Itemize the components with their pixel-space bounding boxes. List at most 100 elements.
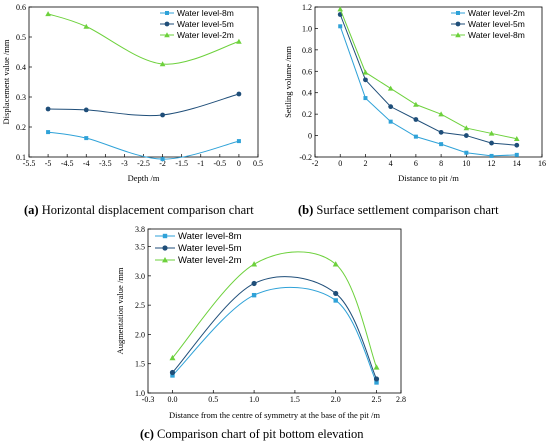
caption-c-text: Comparison chart of pit bottom elevation bbox=[154, 427, 364, 441]
data-point-series-3 bbox=[438, 111, 444, 117]
y-tick-label: 3.0 bbox=[135, 272, 145, 281]
y-tick-label: 0.6 bbox=[16, 3, 26, 12]
legend-marker bbox=[162, 233, 168, 239]
series-line-1 bbox=[48, 131, 240, 160]
legend-label: Water level-5m bbox=[177, 19, 234, 29]
data-point-series-3 bbox=[236, 38, 242, 44]
x-tick-label: -2 bbox=[159, 159, 166, 168]
chart-surface-settlement: -2 0 2 4 6 8 10 12 14 16 -0.2 0 0.2 0.4 0.6 0.8 1.0 1.2 Di… bbox=[283, 3, 546, 183]
caption-a-letter: (a) bbox=[24, 203, 39, 217]
data-point-series-2 bbox=[169, 369, 176, 376]
data-point-series-3 bbox=[251, 261, 258, 267]
data-point-series-3 bbox=[463, 125, 470, 131]
y-tick-label: 1.5 bbox=[135, 360, 145, 369]
data-point-series-1 bbox=[388, 119, 393, 124]
x-tick-label: 2 bbox=[363, 159, 367, 168]
legend-marker bbox=[164, 32, 170, 38]
plot-frame bbox=[314, 6, 543, 158]
data-point-series-1 bbox=[338, 24, 343, 29]
legend-marker bbox=[162, 245, 168, 251]
x-tick-label: 2.0 bbox=[331, 395, 341, 404]
legend-marker bbox=[164, 21, 170, 27]
data-point-series-3 bbox=[332, 261, 339, 267]
x-tick-label: -3.5 bbox=[99, 159, 112, 168]
caption-b-text: Surface settlement comparison chart bbox=[313, 203, 499, 217]
y-axis-label: Displacement value /mm bbox=[1, 39, 11, 124]
data-point-series-1 bbox=[46, 130, 51, 135]
x-tick-label: 0 bbox=[237, 159, 241, 168]
data-point-series-3 bbox=[373, 364, 380, 370]
y-tick-label: 0.4 bbox=[16, 63, 26, 72]
x-tick-label: -0.5 bbox=[213, 159, 226, 168]
x-tick-label: -5 bbox=[45, 159, 52, 168]
y-tick-label: 2.5 bbox=[135, 301, 145, 310]
chart-pit-bottom-elevation: -0.3 0.0 0.5 1.0 1.5 2.0 2.5 2.8 1.0 1.5 2.0 2.5 3.0… bbox=[115, 225, 406, 420]
x-tick-label: 0.5 bbox=[208, 395, 218, 404]
data-point-series-1 bbox=[489, 153, 494, 158]
y-tick-label: 0.1 bbox=[16, 153, 26, 162]
data-point-series-1 bbox=[464, 150, 469, 155]
data-point-series-2 bbox=[489, 140, 494, 146]
data-point-series-2 bbox=[333, 290, 339, 297]
data-point-series-2 bbox=[45, 106, 51, 112]
caption-b: (b) Surface settlement comparison chart bbox=[298, 203, 499, 217]
x-tick-label: -4 bbox=[83, 159, 90, 168]
data-point-series-1 bbox=[439, 142, 444, 147]
caption-c: (c) Comparison chart of pit bottom eleva… bbox=[140, 427, 364, 441]
x-tick-label: 0.0 bbox=[167, 395, 177, 404]
y-tick-label: 1.0 bbox=[135, 389, 145, 398]
data-point-series-2 bbox=[413, 117, 419, 122]
series-line-2 bbox=[48, 93, 240, 117]
y-tick-label: 3.5 bbox=[135, 243, 145, 252]
series-line-3 bbox=[172, 251, 377, 368]
x-tick-label: -4.5 bbox=[61, 159, 74, 168]
data-point-series-3 bbox=[362, 69, 369, 75]
data-point-series-2 bbox=[388, 104, 394, 110]
series-line-3 bbox=[47, 13, 240, 65]
legend-marker bbox=[456, 11, 460, 15]
data-point-series-2 bbox=[438, 129, 444, 135]
y-tick-label: 1.0 bbox=[302, 24, 312, 33]
x-axis-label: Depth /m bbox=[128, 173, 160, 183]
data-point-series-1 bbox=[374, 380, 379, 385]
x-tick-label: 4 bbox=[389, 159, 393, 168]
caption-a-text: Horizontal displacement comparison chart bbox=[39, 203, 255, 217]
data-point-series-3 bbox=[45, 11, 51, 17]
legend-label: Water level-2m bbox=[178, 255, 242, 266]
y-tick-label: 0.4 bbox=[302, 89, 312, 98]
legend-label: Water level-2m bbox=[468, 8, 525, 18]
data-point-series-2 bbox=[514, 142, 520, 148]
x-tick-label: 16 bbox=[538, 159, 546, 168]
data-point-series-3 bbox=[513, 135, 520, 142]
data-point-series-1 bbox=[251, 292, 257, 298]
x-tick-label: -2.5 bbox=[137, 159, 150, 168]
data-point-series-3 bbox=[387, 85, 394, 91]
plot-frame bbox=[147, 228, 402, 394]
data-point-series-3 bbox=[413, 101, 419, 107]
data-point-series-3 bbox=[488, 130, 495, 136]
caption-b-letter: (b) bbox=[298, 203, 313, 217]
x-axis-label: Distance from the centre of symmetry at … bbox=[169, 410, 380, 420]
legend-marker bbox=[162, 257, 168, 263]
series-line-1 bbox=[172, 286, 377, 383]
series-line-2 bbox=[172, 276, 377, 380]
y-tick-label: 1.2 bbox=[302, 3, 312, 12]
x-tick-label: -3 bbox=[121, 159, 128, 168]
y-tick-label: 0.3 bbox=[16, 93, 26, 102]
data-point-series-1 bbox=[236, 139, 241, 144]
legend-label: Water level-8m bbox=[468, 30, 525, 40]
caption-a: (a) Horizontal displacement comparison c… bbox=[24, 203, 254, 217]
data-point-series-3 bbox=[169, 354, 176, 361]
series-line-2 bbox=[339, 14, 517, 146]
data-point-series-3 bbox=[337, 6, 344, 12]
data-point-series-2 bbox=[83, 107, 89, 113]
legend-label: Water level-8m bbox=[178, 231, 242, 242]
caption-c-letter: (c) bbox=[140, 427, 154, 441]
legend-label: Water level-2m bbox=[177, 30, 234, 40]
x-tick-label: 12 bbox=[488, 159, 496, 168]
x-tick-label: -0.3 bbox=[142, 395, 155, 404]
x-tick-label: -5.5 bbox=[23, 159, 36, 168]
